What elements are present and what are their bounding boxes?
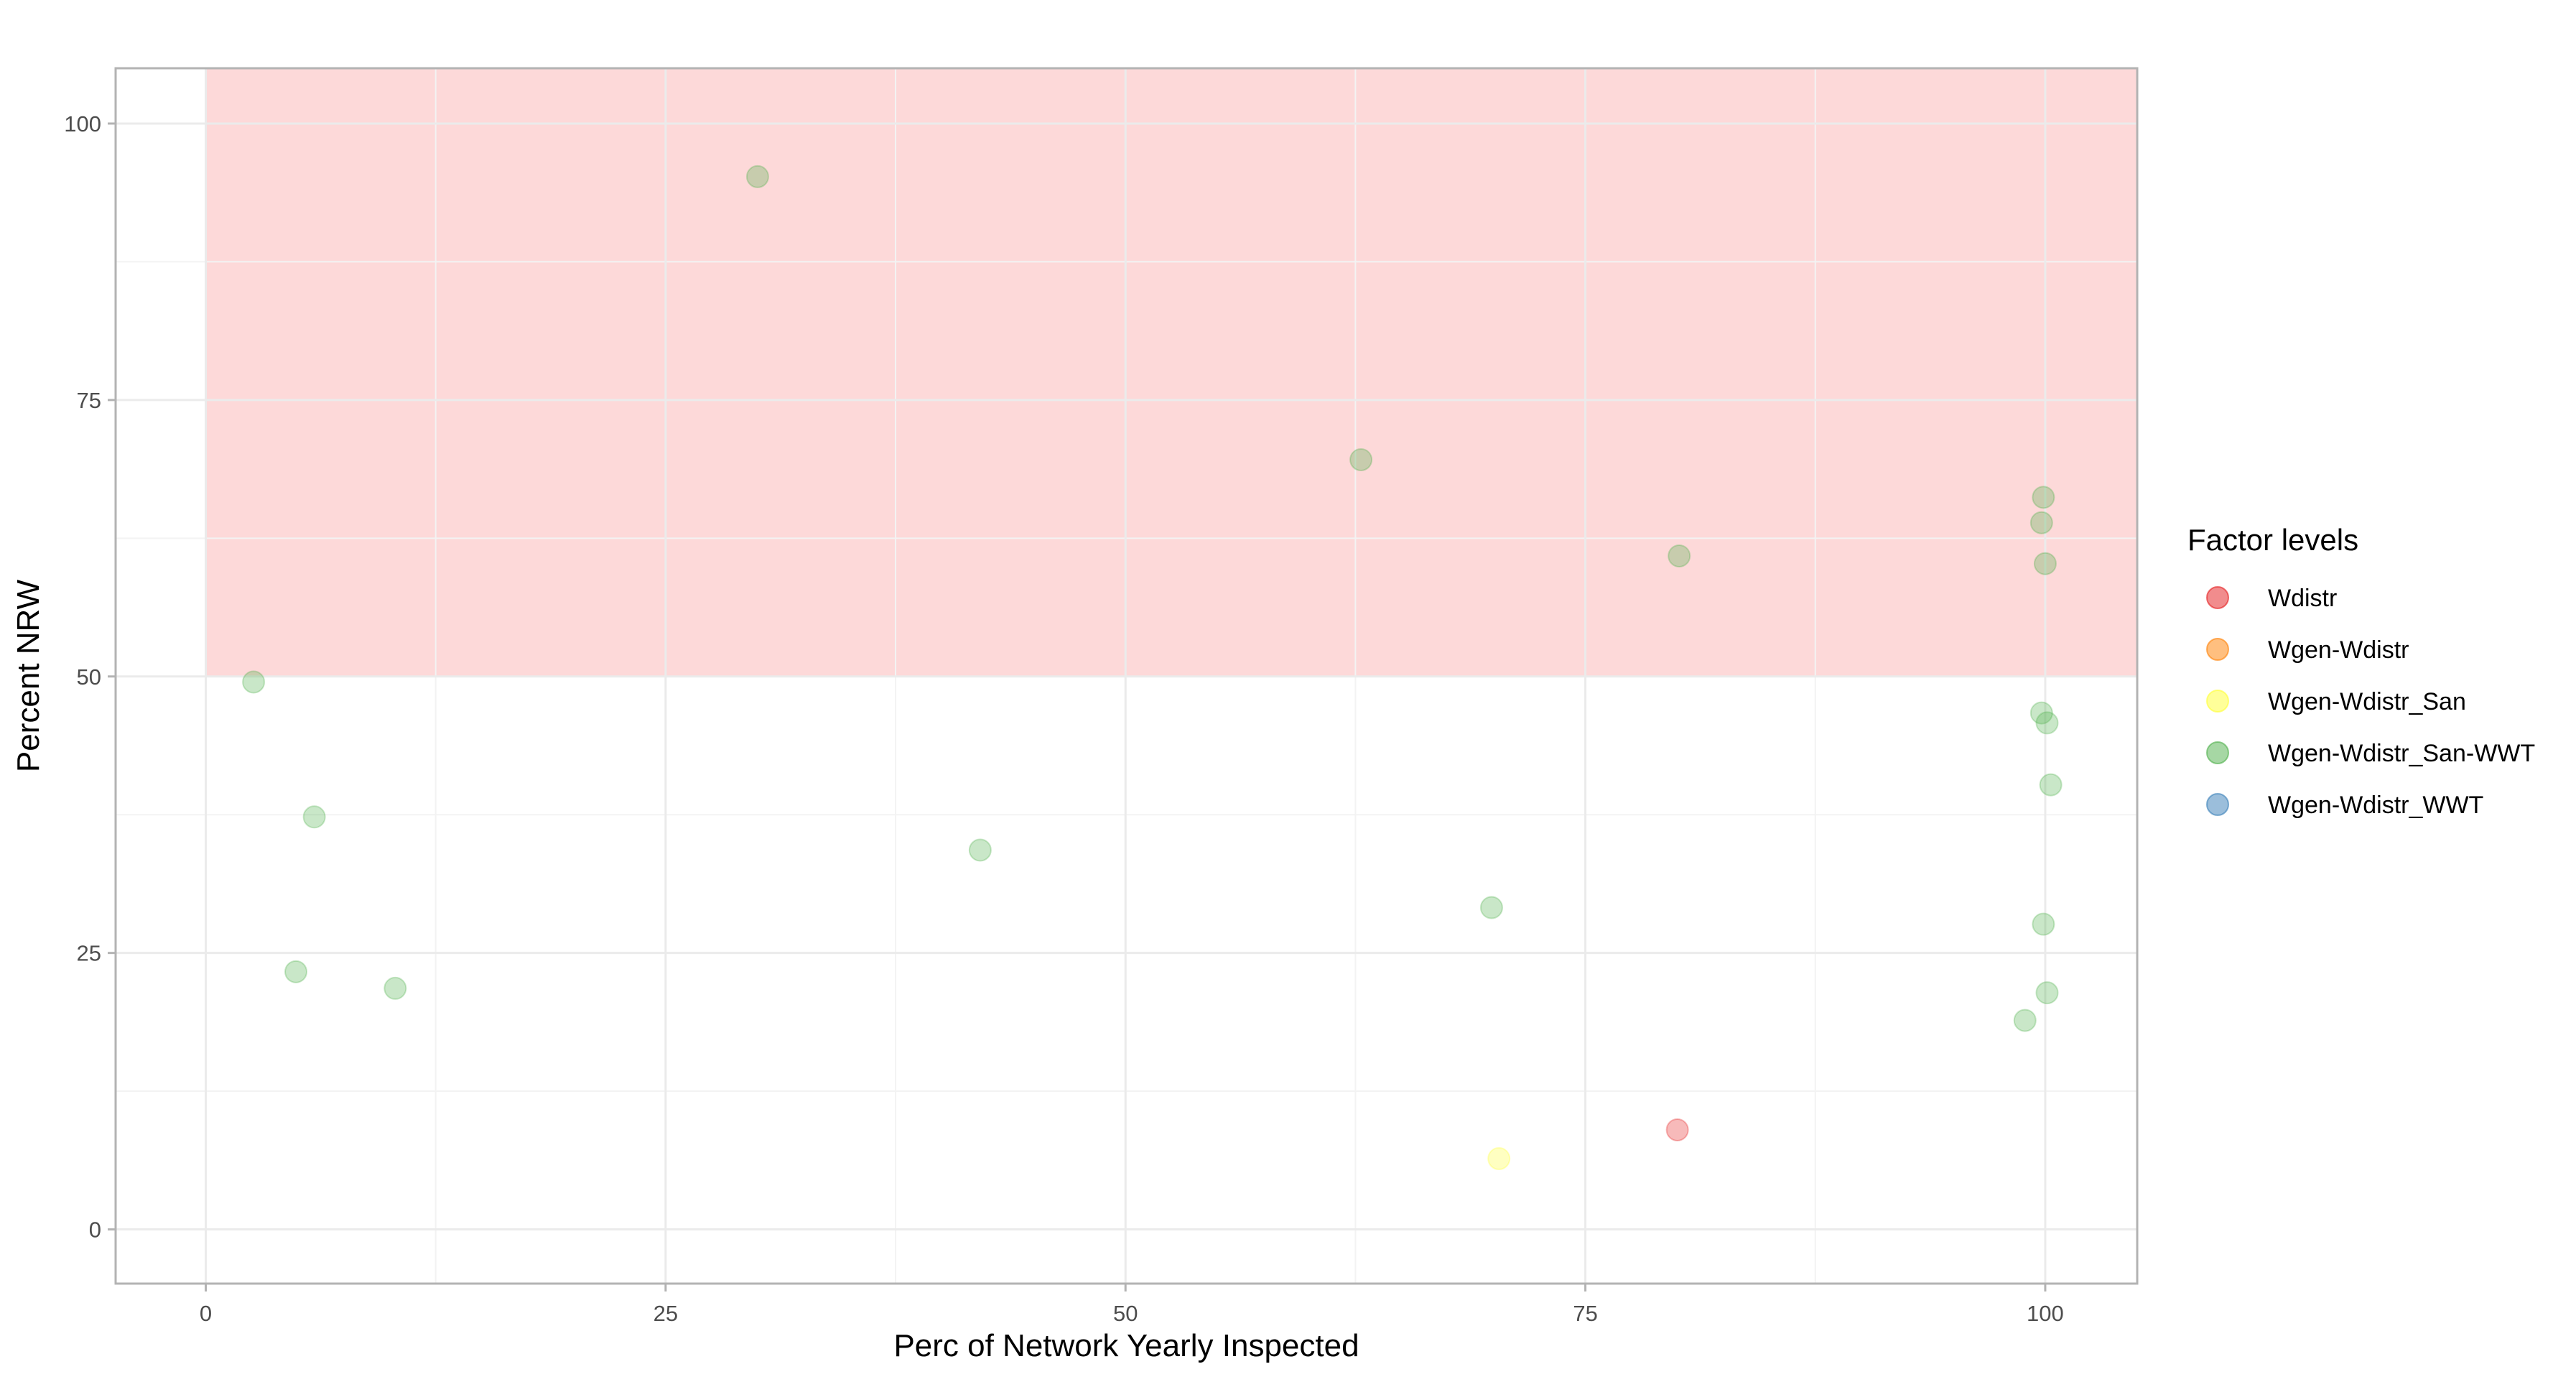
data-point <box>1668 544 1691 567</box>
data-point <box>2033 552 2057 575</box>
legend-label: Wgen-Wdistr_WWT <box>2268 792 2483 819</box>
y-tick-label: 75 <box>77 388 101 413</box>
data-point <box>284 960 308 983</box>
data-point <box>1487 1147 1511 1171</box>
legend-marker <box>2206 793 2229 816</box>
legend: Factor levels Wdistr Wgen-Wdistr Wgen-Wdis… <box>2187 523 2535 819</box>
data-point <box>2013 1008 2037 1032</box>
legend-marker <box>2206 690 2229 713</box>
legend-marker <box>2206 741 2229 764</box>
data-point <box>383 976 407 1000</box>
x-axis-ticks: 0 25 50 75 100 <box>200 1284 2064 1326</box>
legend-marker <box>2206 586 2229 609</box>
data-point <box>2032 486 2055 509</box>
y-tick-label: 100 <box>64 111 101 136</box>
y-axis-title: Percent NRW <box>11 579 46 772</box>
y-axis-ticks: 0 25 50 75 100 <box>64 111 116 1243</box>
y-tick-label: 50 <box>77 664 101 690</box>
data-point <box>968 838 992 862</box>
data-point <box>2029 511 2053 534</box>
grid-layer <box>116 68 2137 1284</box>
legend-marker <box>2206 638 2229 661</box>
data-point <box>2035 711 2059 735</box>
x-tick-label: 100 <box>2027 1301 2064 1326</box>
legend-label: Wgen-Wdistr_San <box>2268 688 2466 715</box>
data-point <box>1665 1118 1689 1141</box>
legend-title: Factor levels <box>2187 523 2358 557</box>
data-point <box>242 670 266 694</box>
x-tick-label: 75 <box>1573 1301 1597 1326</box>
data-point <box>1479 896 1503 919</box>
highlight-region-layer <box>205 68 2138 677</box>
x-tick-label: 0 <box>200 1301 212 1326</box>
data-point <box>1349 448 1373 472</box>
data-point <box>302 805 326 829</box>
points-layer <box>242 164 2063 1171</box>
data-point <box>2039 773 2063 797</box>
data-point <box>2035 981 2059 1005</box>
legend-items: Wdistr Wgen-Wdistr Wgen-Wdistr_San Wgen-Wdi… <box>2206 585 2535 819</box>
legend-label: Wdistr <box>2268 585 2337 612</box>
data-point <box>2032 912 2055 936</box>
data-point <box>745 164 769 188</box>
data-point <box>2029 701 2053 725</box>
y-tick-label: 0 <box>89 1218 101 1243</box>
x-tick-label: 50 <box>1113 1301 1138 1326</box>
highlight-region <box>205 68 2138 677</box>
legend-label: Wgen-Wdistr <box>2268 636 2409 664</box>
x-axis-title: Perc of Network Yearly Inspected <box>893 1328 1359 1363</box>
legend-label: Wgen-Wdistr_San-WWT <box>2268 740 2535 767</box>
x-tick-label: 25 <box>654 1301 678 1326</box>
y-tick-label: 25 <box>77 941 101 966</box>
